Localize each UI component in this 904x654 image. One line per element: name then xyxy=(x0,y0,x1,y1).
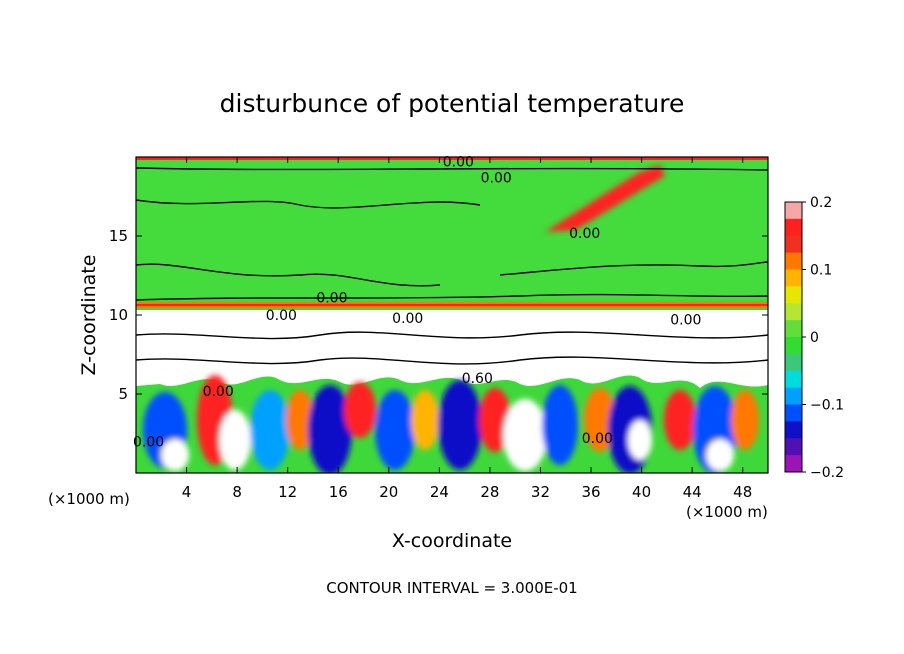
colorbar-swatch xyxy=(785,438,802,456)
colorbar-swatch xyxy=(785,421,802,439)
colorbar-swatch xyxy=(785,252,802,270)
colorbar-swatch xyxy=(785,337,802,355)
colorbar xyxy=(785,202,802,473)
contour-label: 0.00 xyxy=(569,226,600,242)
colorbar-swatch xyxy=(785,353,802,372)
x-axis-label: X-coordinate xyxy=(392,530,512,552)
colorbar-tick-label: 0 xyxy=(810,330,819,346)
x-tick-label: 24 xyxy=(430,483,449,501)
x-axis-ticks: 4 8 12 16 20 24 28 32 36 40 44 48 xyxy=(182,157,752,501)
colorbar-swatch xyxy=(785,387,802,405)
x-tick-label: 32 xyxy=(531,483,550,501)
y-axis-ticks: 5 10 15 xyxy=(109,227,768,403)
colorbar-ticks: 0.2 0.1 0 −0.1 −0.2 xyxy=(802,195,844,481)
contour-label: 0.00 xyxy=(481,171,512,187)
colorbar-swatch xyxy=(785,303,802,321)
x-tick-label: 36 xyxy=(581,483,600,501)
contour-lines xyxy=(136,167,768,365)
x-tick-label: 4 xyxy=(182,483,192,501)
colorbar-swatch xyxy=(785,286,802,304)
y-tick-label: 15 xyxy=(109,227,128,245)
colorbar-swatch xyxy=(785,202,802,220)
colorbar-swatch xyxy=(785,455,802,473)
colorbar-swatch xyxy=(785,370,802,389)
colorbar-tick-label: 0.2 xyxy=(810,195,832,211)
contour-label: 0.00 xyxy=(670,313,701,329)
contour-label: 0.00 xyxy=(133,434,164,450)
contour-label: 0.00 xyxy=(316,291,347,307)
top-edge-band xyxy=(136,157,768,160)
contour-label: 0.00 xyxy=(443,155,474,171)
colorbar-tick-label: −0.1 xyxy=(810,398,844,414)
upper-field xyxy=(136,160,768,300)
x-unit-right: (×1000 m) xyxy=(686,503,768,521)
colorbar-swatch xyxy=(785,269,802,287)
contour-labels: 0.00 0.00 0.00 0.00 0.00 0.00 0.00 0.60 0.00 0.00… xyxy=(133,155,701,451)
x-tick-label: 28 xyxy=(480,483,499,501)
colorbar-swatch xyxy=(785,320,802,338)
colorbar-tick-label: −0.2 xyxy=(810,465,844,481)
upper-plume xyxy=(545,165,665,232)
y-axis-label: Z-coordinate xyxy=(78,255,100,376)
x-tick-label: 40 xyxy=(632,483,651,501)
colorbar-swatch xyxy=(785,218,802,237)
colorbar-swatch xyxy=(785,235,802,254)
contour-label: 0.00 xyxy=(392,311,423,327)
x-tick-label: 16 xyxy=(329,483,348,501)
x-tick-label: 20 xyxy=(379,483,398,501)
contour-label: 0.00 xyxy=(582,431,613,447)
convective-blobs xyxy=(143,375,759,473)
chart-title: disturbunce of potential temperature xyxy=(220,89,685,118)
contour-interval-note: CONTOUR INTERVAL = 3.000E-01 xyxy=(326,579,577,597)
plot-area xyxy=(136,157,768,473)
colorbar-tick-label: 0.1 xyxy=(810,263,832,279)
x-tick-label: 44 xyxy=(683,483,702,501)
contour-label: 0.60 xyxy=(462,371,493,387)
x-unit-left: (×1000 m) xyxy=(48,490,130,508)
x-tick-label: 8 xyxy=(232,483,242,501)
contour-label: 0.00 xyxy=(203,384,234,400)
colorbar-swatch xyxy=(785,404,802,422)
x-tick-label: 12 xyxy=(278,483,297,501)
turbulent-white-band xyxy=(136,310,768,388)
contour-label: 0.00 xyxy=(266,308,297,324)
y-tick-label: 5 xyxy=(118,385,128,403)
tropopause-band-red xyxy=(136,304,768,306)
x-tick-label: 48 xyxy=(733,483,752,501)
y-tick-label: 10 xyxy=(109,306,128,324)
